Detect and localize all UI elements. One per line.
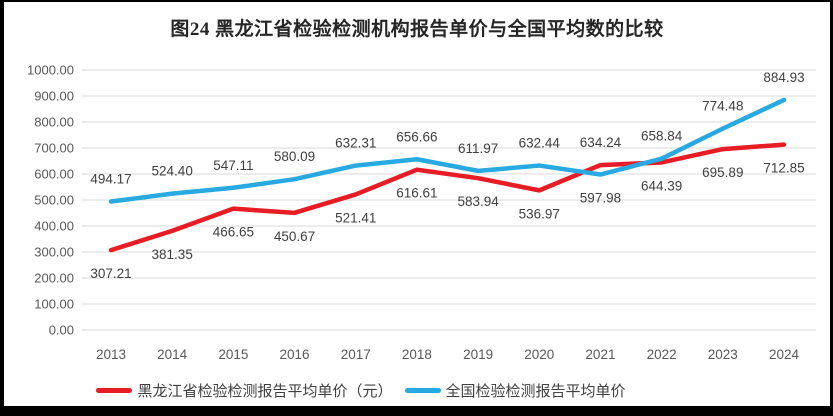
- y-axis-tick-label: 400.00: [34, 219, 74, 234]
- data-label: 634.24: [580, 135, 622, 150]
- series-line-0: [108, 142, 787, 253]
- series-line-1: [108, 97, 787, 204]
- y-axis-tick-label: 500.00: [34, 193, 74, 208]
- data-label: 466.65: [213, 225, 254, 240]
- x-axis-tick-label: 2014: [157, 347, 188, 362]
- line-chart: 0.00 100.00 200.00 300.00 400.00 500.00 600.00…: [27, 63, 816, 362]
- legend-label-national: 全国检验检测报告平均单价: [445, 383, 626, 400]
- data-label: 656.66: [396, 129, 437, 144]
- data-label: 884.93: [763, 70, 804, 85]
- chart-title: 图24 黑龙江省检验检测机构报告单价与全国平均数的比较: [170, 19, 664, 40]
- data-label: 536.97: [519, 206, 560, 221]
- x-axis-tick-label: 2023: [708, 347, 738, 362]
- x-axis-tick-label: 2016: [280, 347, 310, 362]
- legend-item-heilongjiang: 黑龙江省检验检测报告平均单价（元）: [96, 380, 393, 401]
- legend: 黑龙江省检验检测报告平均单价（元） 全国检验检测报告平均单价: [4, 380, 830, 401]
- data-label: 597.98: [580, 191, 621, 206]
- data-label: 632.31: [335, 136, 376, 151]
- legend-item-national: 全国检验检测报告平均单价: [404, 380, 626, 401]
- x-axis-tick-label: 2018: [402, 347, 432, 362]
- data-label: 583.94: [457, 194, 499, 209]
- data-label: 547.11: [213, 158, 253, 173]
- data-label: 611.97: [458, 141, 498, 156]
- x-axis-tick-label: 2013: [96, 347, 126, 362]
- y-axis-tick-label: 800.00: [34, 115, 74, 130]
- x-axis-tick-label: 2021: [585, 347, 615, 362]
- data-label: 712.85: [763, 161, 804, 176]
- y-axis-tick-label: 1000.00: [27, 63, 74, 78]
- legend-line-heilongjiang-icon: [96, 388, 133, 393]
- data-label: 695.89: [702, 165, 743, 180]
- y-axis-tick-label: 700.00: [34, 141, 74, 156]
- data-label: 307.21: [90, 266, 131, 281]
- x-axis-tick-label: 2024: [769, 347, 800, 362]
- data-label: 616.61: [396, 186, 437, 201]
- legend-label-heilongjiang: 黑龙江省检验检测报告平均单价（元）: [137, 383, 393, 400]
- data-label: 521.41: [335, 210, 376, 225]
- y-axis-tick-label: 200.00: [34, 271, 74, 286]
- data-label: 450.67: [274, 229, 315, 244]
- x-axis-tick-label: 2019: [463, 347, 493, 362]
- x-axis-tick-label: 2022: [647, 347, 677, 362]
- data-label: 632.44: [519, 136, 561, 151]
- x-axis-tick-label: 2020: [524, 347, 554, 362]
- y-axis-tick-label: 0.00: [49, 323, 74, 338]
- legend-line-national-icon: [404, 388, 441, 393]
- y-axis-tick-label: 100.00: [34, 297, 74, 312]
- data-label: 774.48: [702, 99, 743, 114]
- data-label: 580.09: [274, 149, 315, 164]
- data-label: 494.17: [90, 172, 131, 187]
- x-axis-tick-label: 2017: [341, 347, 371, 362]
- data-label: 658.84: [641, 129, 683, 144]
- data-label: 644.39: [641, 178, 682, 193]
- data-label: 524.40: [152, 164, 193, 179]
- y-axis-tick-label: 300.00: [34, 245, 74, 260]
- y-axis-tick-label: 900.00: [34, 89, 74, 104]
- data-label: 381.35: [152, 247, 193, 262]
- x-axis-tick-label: 2015: [218, 347, 248, 362]
- y-axis-tick-label: 600.00: [34, 167, 74, 182]
